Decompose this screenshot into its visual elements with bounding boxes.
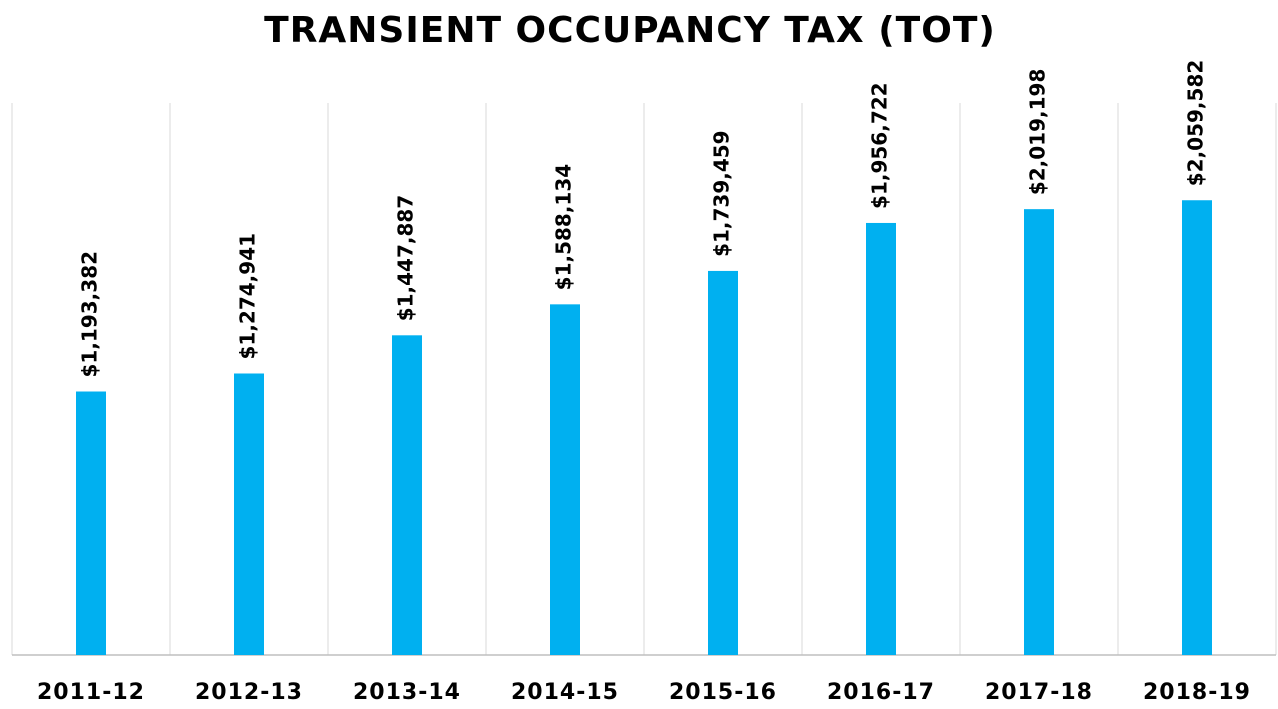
x-tick-label: 2014-15: [511, 680, 619, 705]
x-tick-label: 2012-13: [195, 680, 303, 705]
x-tick-label: 2017-18: [985, 680, 1093, 705]
x-tick-label: 2016-17: [827, 680, 935, 705]
value-label: $2,059,582: [1184, 60, 1208, 187]
value-label: $1,447,887: [394, 195, 418, 322]
x-tick-label: 2013-14: [353, 680, 461, 705]
x-tick-label: 2018-19: [1143, 680, 1251, 705]
value-label: $1,274,941: [236, 233, 260, 360]
x-tick-label: 2015-16: [669, 680, 777, 705]
x-tick-label: 2011-12: [37, 680, 145, 705]
chart-title: TRANSIENT OCCUPANCY TAX (TOT): [264, 10, 996, 51]
value-label: $2,019,198: [1026, 69, 1050, 196]
value-label: $1,193,382: [78, 251, 102, 378]
value-label: $1,956,722: [868, 82, 892, 209]
bar: [866, 222, 896, 655]
value-label: $1,588,134: [552, 164, 576, 291]
bar: [234, 373, 264, 655]
bar: [708, 270, 738, 655]
bar: [392, 335, 422, 655]
value-label: $1,739,459: [710, 130, 734, 257]
bar: [1024, 209, 1054, 656]
bar: [550, 304, 580, 655]
bar: [76, 391, 106, 655]
bar: [1182, 200, 1212, 655]
